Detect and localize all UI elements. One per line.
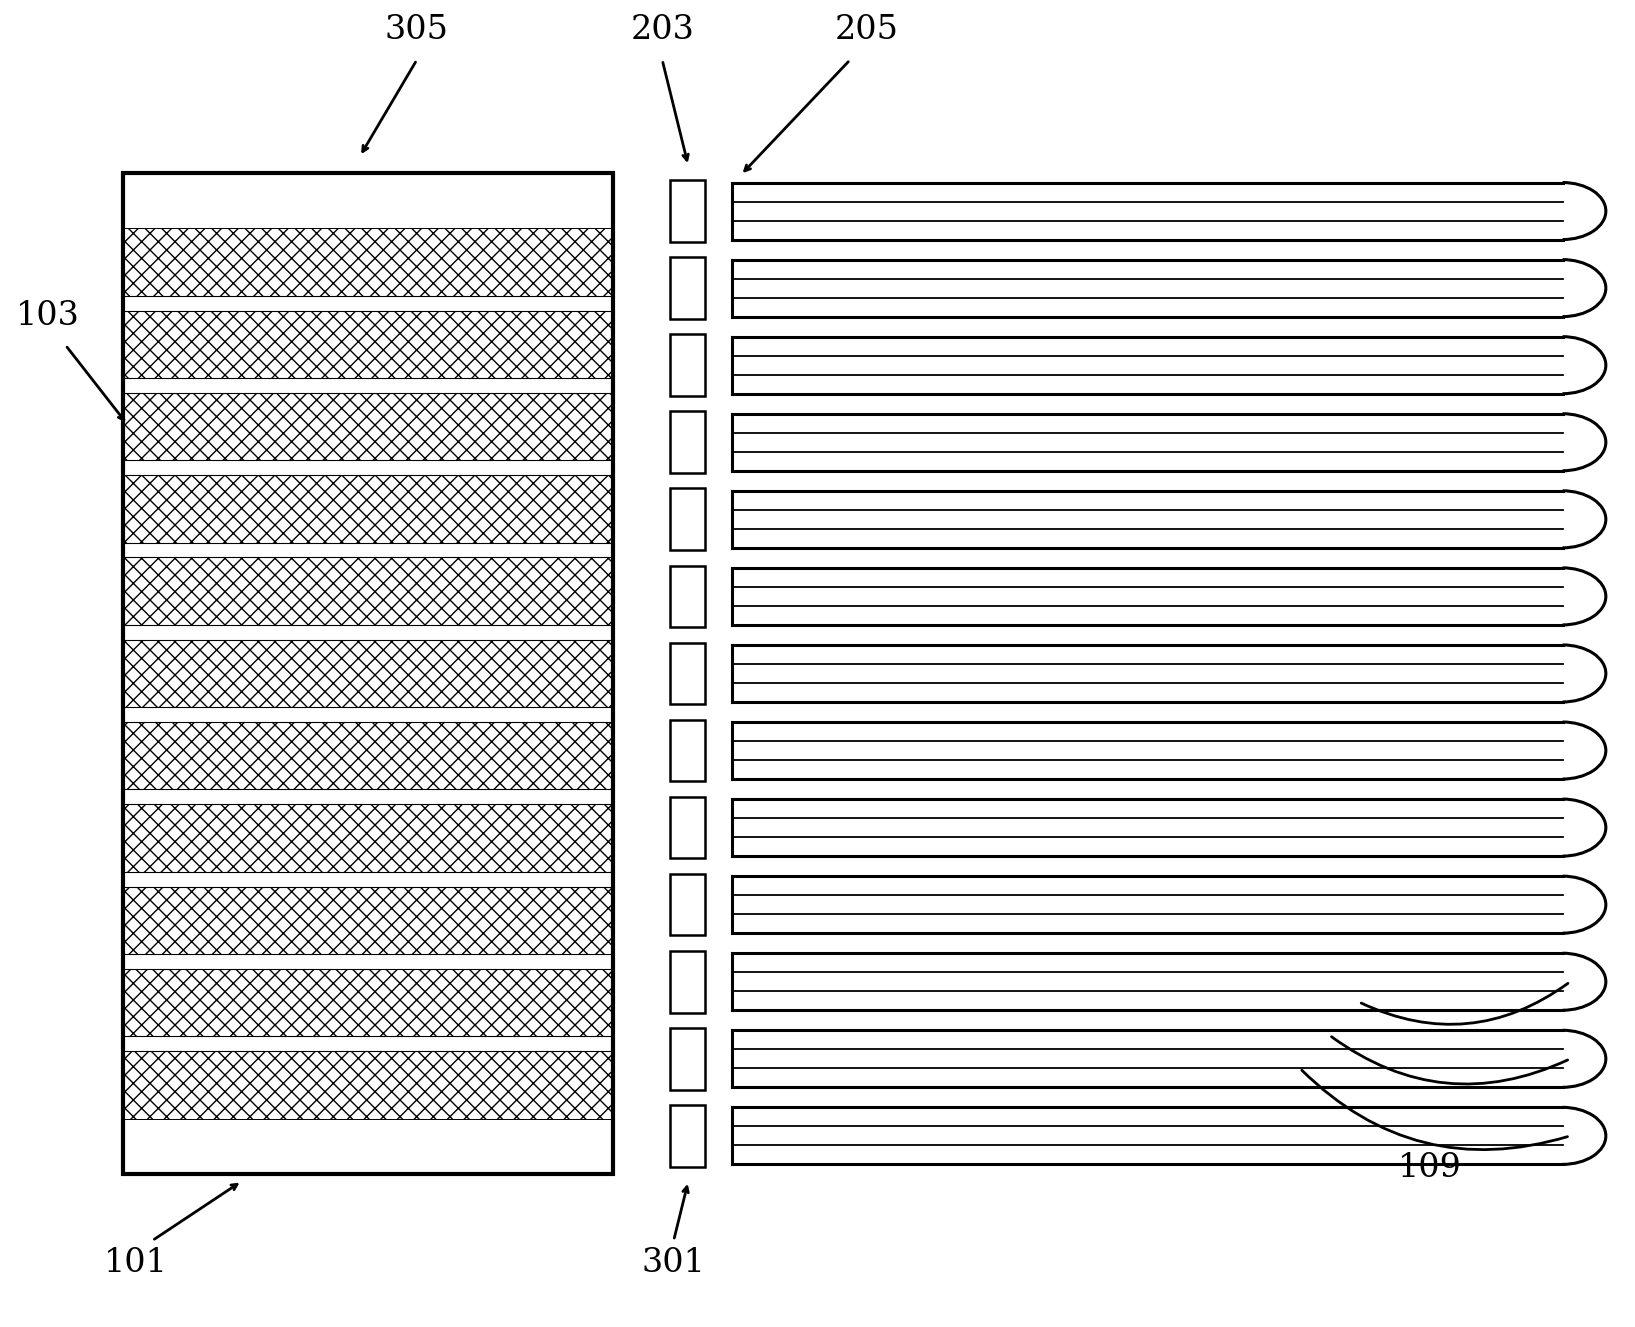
Text: 203: 203: [629, 15, 695, 46]
Bar: [734, 1108, 1561, 1162]
Bar: [670, 1028, 705, 1089]
Bar: [670, 411, 705, 474]
Bar: [670, 642, 705, 705]
Bar: [670, 719, 705, 782]
Bar: [123, 475, 613, 543]
Bar: [670, 951, 705, 1013]
Bar: [670, 873, 705, 936]
Bar: [734, 261, 1561, 316]
Text: 305: 305: [384, 15, 450, 46]
Bar: [734, 492, 1561, 547]
Bar: [734, 646, 1561, 701]
Bar: [123, 1051, 613, 1119]
Bar: [123, 722, 613, 790]
Bar: [734, 415, 1561, 470]
Text: 301: 301: [641, 1247, 706, 1279]
Bar: [123, 228, 613, 296]
Bar: [123, 311, 613, 378]
Text: 103: 103: [16, 300, 80, 332]
Bar: [734, 877, 1561, 932]
Bar: [123, 969, 613, 1036]
Bar: [123, 173, 613, 1174]
Text: 101: 101: [103, 1247, 168, 1279]
Bar: [670, 565, 705, 628]
Bar: [123, 393, 613, 460]
Bar: [670, 257, 705, 318]
Bar: [734, 569, 1561, 624]
Bar: [670, 796, 705, 859]
Bar: [734, 800, 1561, 855]
Bar: [670, 488, 705, 551]
Bar: [123, 886, 613, 954]
Bar: [734, 184, 1561, 239]
Bar: [734, 723, 1561, 778]
Bar: [734, 954, 1561, 1009]
Text: 205: 205: [834, 15, 899, 46]
Bar: [670, 334, 705, 395]
Bar: [670, 180, 705, 242]
Bar: [734, 338, 1561, 393]
Text: 109: 109: [1398, 1152, 1462, 1184]
Bar: [123, 557, 613, 625]
Bar: [123, 640, 613, 707]
Bar: [123, 173, 613, 1174]
Bar: [123, 804, 613, 872]
Bar: [734, 1031, 1561, 1085]
Bar: [670, 1105, 705, 1166]
